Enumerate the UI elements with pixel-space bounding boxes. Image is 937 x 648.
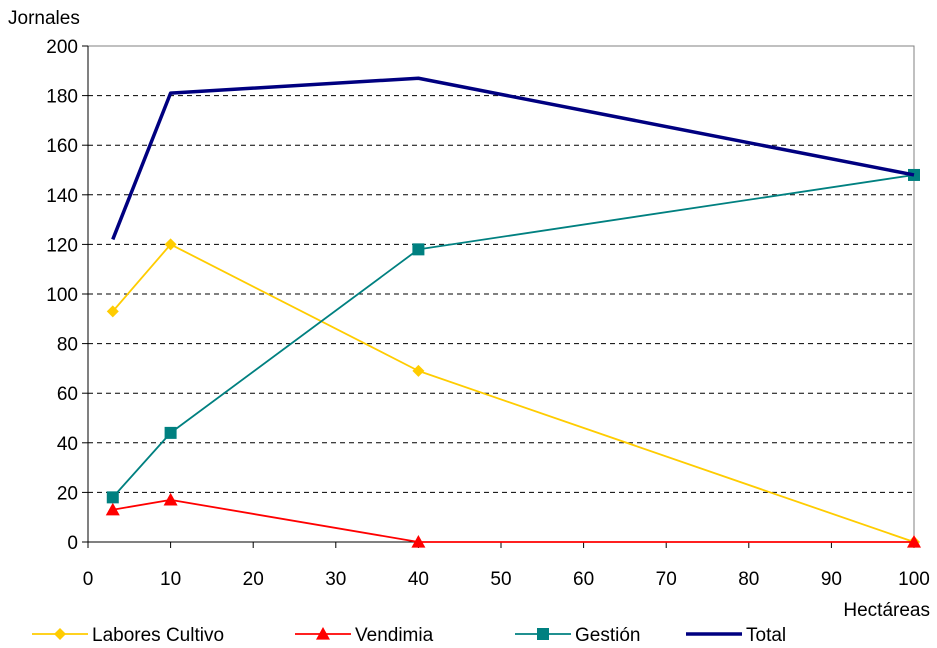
data-point-0-2 [412, 364, 425, 377]
data-point-2-0 [106, 491, 119, 504]
x-tick-label-6: 60 [573, 569, 594, 590]
y-tick-label-4: 80 [57, 335, 78, 356]
data-point-1-0 [105, 502, 120, 516]
y-axis-title: Jornales [8, 8, 80, 29]
legend-label-1: Vendimia [355, 625, 434, 646]
y-tick-label-3: 60 [57, 384, 78, 405]
legend: Labores Cultivo Vendimia Gestión Total [32, 625, 786, 646]
x-tick-label-9: 90 [821, 569, 842, 590]
series-gesti-n [106, 168, 920, 504]
x-tick-label-10: 100 [898, 569, 930, 590]
x-tick-label-2: 20 [243, 569, 264, 590]
series-layer [105, 76, 921, 548]
y-tick-label-6: 120 [46, 235, 78, 256]
axes: 0 20 40 60 80 100 120 140 160 180 200 0 10 20 30 40 50 60… [46, 37, 930, 590]
y-tick-label-0: 0 [67, 533, 78, 554]
series-line-2 [112, 174, 915, 498]
data-point-1-3 [907, 535, 921, 548]
y-tick-label-9: 180 [46, 87, 78, 108]
x-tick-label-8: 80 [738, 569, 759, 590]
data-point-2-2 [412, 243, 425, 256]
x-axis-title: Hectáreas [843, 600, 930, 621]
data-point-1-1 [163, 492, 178, 506]
data-point-2-1 [164, 426, 177, 439]
legend-label-3: Total [746, 625, 786, 646]
legend-swatch-marker-1 [316, 627, 330, 640]
data-point-0-0 [106, 305, 119, 318]
x-tick-label-7: 70 [656, 569, 677, 590]
legend-label-2: Gestión [575, 625, 640, 646]
data-point-1-2 [411, 535, 426, 548]
gridlines [88, 95, 914, 493]
x-tick-label-1: 10 [160, 569, 181, 590]
x-tick-label-4: 40 [408, 569, 429, 590]
y-tick-label-7: 140 [46, 186, 78, 207]
x-tick-label-5: 50 [490, 569, 511, 590]
y-tick-label-2: 40 [57, 434, 78, 455]
series-line-3 [111, 76, 915, 241]
series-total [111, 76, 915, 241]
x-tick-label-3: 30 [325, 569, 346, 590]
y-tick-label-8: 160 [46, 136, 78, 157]
y-tick-label-10: 200 [46, 37, 78, 58]
series-line-0 [112, 243, 915, 543]
legend-swatch-marker-2 [537, 628, 549, 640]
legend-label-0: Labores Cultivo [92, 625, 224, 646]
y-tick-label-1: 20 [57, 483, 78, 504]
series-line-1 [112, 498, 914, 543]
x-tick-label-0: 0 [83, 569, 94, 590]
data-point-0-1 [164, 238, 177, 251]
series-vendimia [105, 492, 921, 548]
y-tick-label-5: 100 [46, 285, 78, 306]
legend-swatch-marker-0 [54, 628, 66, 640]
